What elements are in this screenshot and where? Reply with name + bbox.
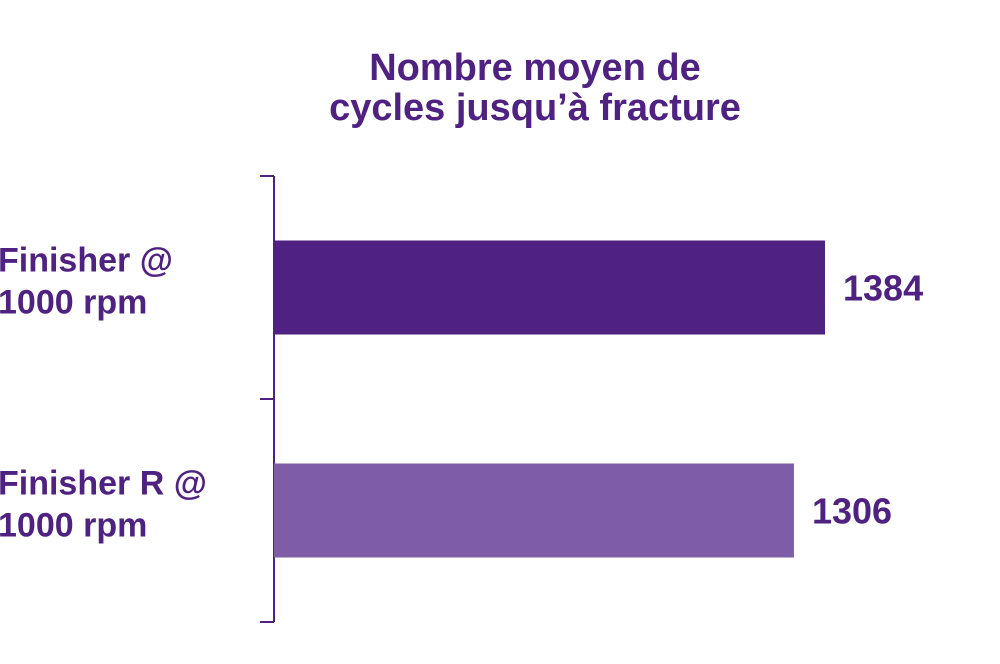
category-labels: Finisher @ 1000 rpm Finisher R @ 1000 rpm [0, 242, 207, 545]
category-axis [260, 175, 275, 623]
chart-title-line-2: cycles jusqu’à fracture [329, 87, 741, 129]
category-label-line: Finisher @ [0, 242, 173, 280]
chart-title-line-1: Nombre moyen de [369, 47, 701, 89]
bars-group [274, 240, 825, 558]
bar-1 [274, 240, 825, 335]
value-labels: 1384 1306 [812, 268, 923, 532]
value-label-2: 1306 [812, 491, 892, 532]
category-label-1: Finisher @ 1000 rpm [0, 242, 173, 322]
category-label-line: 1000 rpm [0, 284, 147, 322]
category-label-2: Finisher R @ 1000 rpm [0, 465, 207, 545]
value-label-1: 1384 [843, 268, 923, 309]
bar-2 [274, 463, 794, 558]
chart-title: Nombre moyen de cycles jusqu’à fracture [329, 47, 741, 129]
category-label-line: 1000 rpm [0, 507, 147, 545]
category-label-line: Finisher R @ [0, 465, 207, 503]
